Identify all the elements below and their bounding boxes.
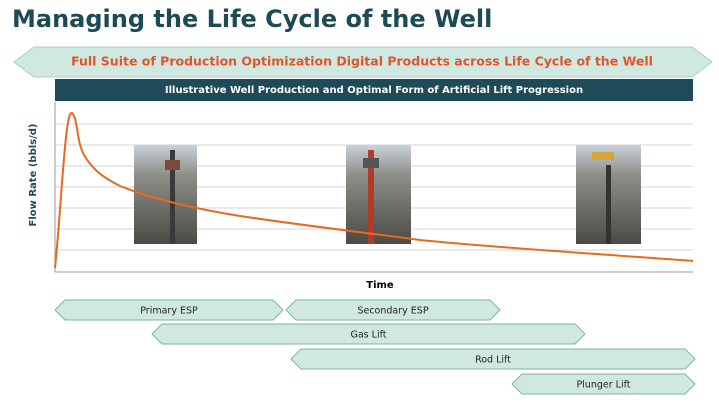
y-axis-label: Flow Rate (bbls/d) [28,124,39,227]
title: Managing the Life Cycle of the Well [12,5,492,33]
well-photo [346,145,411,244]
phase-label: Secondary ESP [357,306,428,317]
phase-arrow [151,323,586,345]
phase-arrow [511,373,696,395]
phase-label: Gas Lift [351,330,387,341]
phase-label: Plunger Lift [576,380,630,391]
chart-title: Illustrative Well Production and Optimal… [165,85,583,96]
banner-arrow [13,46,713,78]
phase-arrow [290,348,696,370]
phase-arrow [54,299,284,321]
well-photo [576,145,641,244]
phase-label: Rod Lift [475,355,511,366]
x-axis-label: Time [366,280,394,291]
phase-arrows: Primary ESP Secondary ESP Gas Lift Rod Lift… [54,299,696,395]
phase-label: Primary ESP [140,306,198,317]
chart-header [55,79,693,101]
phase-arrow [285,299,501,321]
banner-text: Full Suite of Production Optimization Di… [71,54,653,69]
production-curve [54,111,694,269]
